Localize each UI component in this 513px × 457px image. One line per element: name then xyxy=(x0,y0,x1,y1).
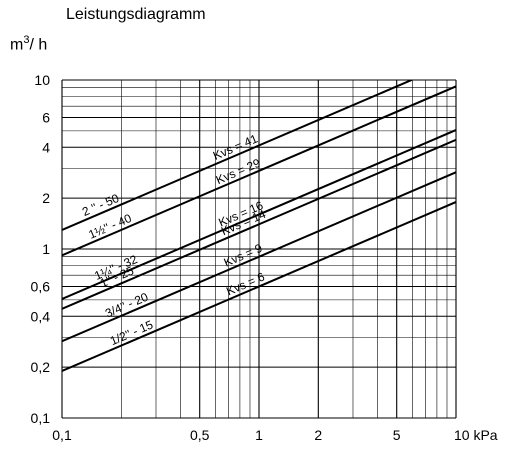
x-tick-label: 0,5 xyxy=(190,427,210,443)
y-axis-unit-label: m3/ h xyxy=(10,34,48,54)
chart-title: Leistungsdiagramm xyxy=(66,6,206,23)
series-line-kvs-6 xyxy=(62,200,456,372)
series-line-kvs-41 xyxy=(62,80,415,231)
y-tick-label: 10 xyxy=(34,72,50,88)
series-lines xyxy=(62,80,456,372)
x-tick-label: 10 kPa xyxy=(454,427,498,443)
y-tick-label: 4 xyxy=(42,139,50,155)
x-axis-tick-labels: 0,1 0,5 1 2 5 10 kPa xyxy=(52,427,498,443)
y-tick-label: 2 xyxy=(42,190,50,206)
series-kvs-label: Kvs = 6 xyxy=(224,269,267,298)
x-tick-label: 0,1 xyxy=(52,427,72,443)
y-tick-label: 0,2 xyxy=(31,359,51,375)
y-axis-tick-labels: 0,1 0,2 0,4 0,6 1 2 4 6 10 xyxy=(31,72,51,426)
y-tick-label: 6 xyxy=(42,109,50,125)
x-tick-label: 5 xyxy=(393,427,401,443)
y-tick-label: 0,4 xyxy=(31,308,51,324)
x-tick-label: 2 xyxy=(314,427,322,443)
series-line-kvs-9 xyxy=(62,171,456,343)
x-tick-label: 1 xyxy=(255,427,263,443)
series-size-label: 2 '' - 50 xyxy=(80,191,121,219)
series-line-kvs-14 xyxy=(62,138,456,310)
y-tick-label: 0,6 xyxy=(31,278,51,294)
series-line-kvs-16 xyxy=(62,128,456,300)
y-tick-label: 0,1 xyxy=(31,410,51,426)
y-tick-label: 1 xyxy=(42,241,50,257)
series-line-kvs-29 xyxy=(62,85,456,257)
series-size-label: 1/2'' - 15 xyxy=(108,317,155,348)
